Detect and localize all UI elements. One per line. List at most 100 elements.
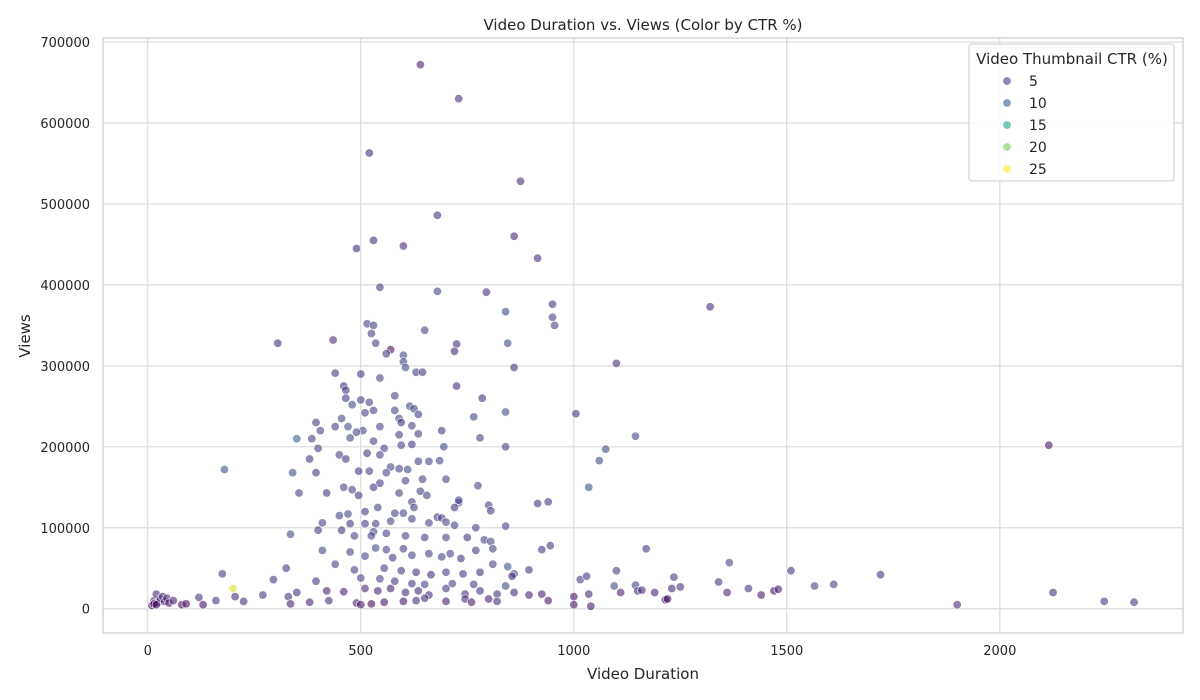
scatter-point (341, 393, 351, 403)
scatter-point (407, 550, 417, 560)
x-tick-label: 2000 (983, 644, 1016, 659)
scatter-point (413, 586, 423, 596)
scatter-point (360, 519, 370, 529)
scatter-point (471, 523, 481, 533)
scatter-point (473, 481, 483, 491)
scatter-point (181, 599, 191, 609)
scatter-point (396, 566, 406, 576)
scatter-point (368, 235, 378, 245)
scatter-point (458, 569, 468, 579)
scatter-point (230, 592, 240, 602)
scatter-point (322, 586, 332, 596)
scatter-point (311, 417, 321, 427)
legend-box (968, 43, 1175, 182)
scatter-point (503, 562, 513, 572)
scatter-point (537, 545, 547, 555)
scatter-point (381, 528, 391, 538)
scatter-point (388, 553, 398, 563)
scatter-point (601, 444, 611, 454)
legend-marker (1002, 164, 1012, 174)
scatter-point (168, 596, 178, 606)
scatter-point (317, 545, 327, 555)
scatter-point (305, 597, 315, 607)
x-tick-label: 1500 (770, 644, 803, 659)
scatter-point (151, 600, 161, 610)
scatter-point (413, 409, 423, 419)
scatter-point (292, 587, 302, 597)
scatter-point (420, 532, 430, 542)
scatter-point (509, 587, 519, 597)
x-axis-label: Video Duration (587, 665, 699, 683)
scatter-point (360, 583, 370, 593)
scatter-point (390, 391, 400, 401)
scatter-point (454, 94, 464, 104)
scatter-point (375, 373, 385, 383)
y-tick-label: 300000 (40, 360, 90, 375)
legend-label: 15 (1029, 118, 1047, 134)
scatter-point (328, 335, 338, 345)
scatter-point (415, 486, 425, 496)
scatter-point (447, 579, 457, 589)
scatter-point (662, 594, 672, 604)
scatter-point (413, 429, 423, 439)
scatter-point (409, 502, 419, 512)
scatter-point (481, 287, 491, 297)
scatter-point (337, 525, 347, 535)
scatter-point (394, 430, 404, 440)
scatter-point (424, 549, 434, 559)
scatter-point (469, 579, 479, 589)
scatter-point (390, 508, 400, 518)
scatter-point (515, 176, 525, 186)
scatter-point (366, 328, 376, 338)
scatter-point (675, 582, 685, 592)
scatter-point (569, 600, 579, 610)
legend-marker (1002, 142, 1012, 152)
scatter-point (317, 518, 327, 528)
x-tick-label: 0 (144, 644, 152, 659)
scatter-point (609, 581, 619, 591)
scatter-point (452, 381, 462, 391)
scatter-point (722, 587, 732, 597)
scatter-point (368, 482, 378, 492)
scatter-point (345, 519, 355, 529)
scatter-point (379, 443, 389, 453)
scatter-point (466, 597, 476, 607)
scatter-point (394, 464, 404, 474)
scatter-point (475, 586, 485, 596)
scatter-point (411, 596, 421, 606)
scatter-point (543, 596, 553, 606)
scatter-point (386, 583, 396, 593)
scatter-point (488, 544, 498, 554)
scatter-point (492, 596, 502, 606)
scatter-point (258, 590, 268, 600)
legend-marker (1002, 120, 1012, 130)
scatter-point (354, 466, 364, 476)
scatter-point (441, 474, 451, 484)
scatter-point (501, 307, 511, 317)
scatter-point (396, 417, 406, 427)
scatter-point (501, 521, 511, 531)
scatter-point (343, 422, 353, 432)
scatter-point (584, 589, 594, 599)
scatter-point (667, 583, 677, 593)
scatter-point (471, 545, 481, 555)
x-tick-label: 500 (348, 644, 373, 659)
scatter-point (611, 358, 621, 368)
scatter-point (550, 320, 560, 330)
scatter-point (330, 368, 340, 378)
scatter-point (356, 573, 366, 583)
scatter-point (533, 498, 543, 508)
scatter-point (311, 468, 321, 478)
scatter-point (509, 231, 519, 241)
scatter-point (341, 385, 351, 395)
scatter-point (743, 583, 753, 593)
scatter-point (343, 509, 353, 519)
scatter-point (420, 579, 430, 589)
scatter-point (441, 583, 451, 593)
scatter-point (432, 286, 442, 296)
scatter-point (524, 590, 534, 600)
scatter-point (445, 549, 455, 559)
y-tick-label: 100000 (40, 522, 90, 537)
scatter-point (584, 482, 594, 492)
legend-marker (1002, 98, 1012, 108)
